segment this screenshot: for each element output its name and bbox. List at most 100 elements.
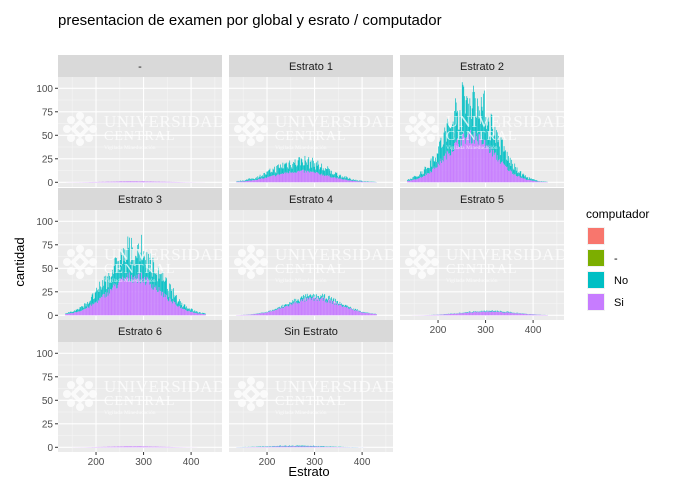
bar-no — [262, 446, 264, 447]
bar-no — [467, 103, 469, 134]
bar-si — [120, 446, 122, 448]
bar-no — [325, 298, 327, 301]
bar-si — [271, 446, 273, 448]
bar-si — [294, 172, 296, 183]
bar-no — [170, 284, 171, 299]
bar-si — [162, 446, 164, 448]
bar-no — [307, 445, 309, 447]
bar-si — [148, 181, 149, 183]
bar-si — [354, 310, 355, 316]
bar-no — [156, 274, 158, 290]
bar-no — [303, 165, 305, 173]
bar-no — [326, 169, 328, 176]
bar-si — [282, 173, 284, 183]
bar-no — [259, 174, 261, 180]
bar-si — [370, 313, 372, 316]
bar-si — [329, 176, 331, 183]
bar-si — [343, 179, 345, 183]
bar-si — [349, 308, 351, 316]
bar-no — [75, 310, 76, 312]
bar-si — [494, 152, 496, 183]
bar-no — [131, 237, 133, 275]
bar-no — [182, 307, 183, 310]
bar-no — [192, 309, 193, 312]
bar-no — [268, 169, 270, 177]
bar-si — [421, 176, 423, 183]
bar-si — [160, 446, 161, 448]
bar-si — [109, 446, 111, 448]
legend-key — [588, 294, 604, 310]
bar-no — [360, 310, 361, 312]
y-tick-label: 25 — [42, 419, 54, 430]
bar-si — [502, 161, 503, 183]
bar-no — [469, 311, 471, 313]
bar-no — [281, 167, 282, 174]
bar-no — [291, 445, 293, 447]
bar-si — [156, 289, 158, 316]
bar-no — [442, 146, 443, 161]
bar-no — [157, 266, 159, 292]
bar-si — [371, 313, 373, 316]
bar-si — [337, 303, 339, 316]
bar-no — [276, 165, 278, 175]
bar-no — [531, 178, 532, 181]
bar-si — [320, 298, 322, 316]
bar-no — [461, 130, 462, 147]
bar-no — [278, 167, 280, 176]
bar-no — [350, 306, 351, 309]
bar-si — [151, 289, 153, 316]
bar-si — [299, 446, 301, 448]
bar-si — [429, 173, 430, 183]
bar-no — [113, 273, 114, 285]
y-axis-title: cantidad — [12, 237, 27, 286]
bar-no — [255, 177, 257, 180]
bar-si — [249, 314, 251, 316]
bar-si — [444, 314, 446, 316]
bar-no — [309, 161, 311, 172]
bar-si — [517, 313, 519, 316]
bar-no — [359, 310, 361, 312]
bar-no — [447, 118, 449, 152]
watermark-logo — [405, 112, 439, 146]
y-tick-label: 0 — [47, 443, 53, 454]
bar-si — [515, 313, 517, 316]
bar-no — [277, 307, 279, 309]
bar-si — [163, 297, 165, 316]
bar-si — [491, 150, 493, 183]
bar-no — [110, 282, 111, 290]
bar-si — [151, 287, 152, 316]
bar-no — [330, 173, 332, 178]
bar-si — [518, 313, 520, 316]
bar-si — [123, 181, 125, 183]
bar-si — [467, 312, 468, 316]
bar-no — [357, 309, 358, 311]
bar-no — [428, 167, 430, 174]
bar-si — [518, 313, 519, 316]
bar-si — [290, 304, 292, 316]
bar-no — [338, 303, 339, 306]
bar-no — [473, 85, 475, 139]
bar-no — [173, 297, 175, 303]
bar-si — [320, 175, 322, 183]
bar-si — [281, 173, 283, 183]
bar-si — [502, 163, 504, 183]
bar-no — [325, 168, 326, 176]
bar-no — [355, 179, 357, 182]
bar-no — [281, 445, 283, 447]
bar-no — [488, 310, 490, 312]
bar-si — [284, 171, 286, 183]
bar-no — [293, 162, 294, 174]
bar-no — [506, 159, 507, 168]
bar-si — [253, 180, 255, 183]
bar-no — [266, 171, 268, 178]
bar-si — [147, 277, 149, 316]
bar-no — [338, 303, 340, 305]
bar-no — [492, 128, 494, 157]
bar-si — [121, 279, 123, 316]
bar-no — [180, 305, 182, 309]
bar-no — [496, 132, 498, 156]
bar-si — [298, 446, 300, 448]
bar-si — [410, 180, 412, 183]
bar-no — [309, 294, 311, 298]
